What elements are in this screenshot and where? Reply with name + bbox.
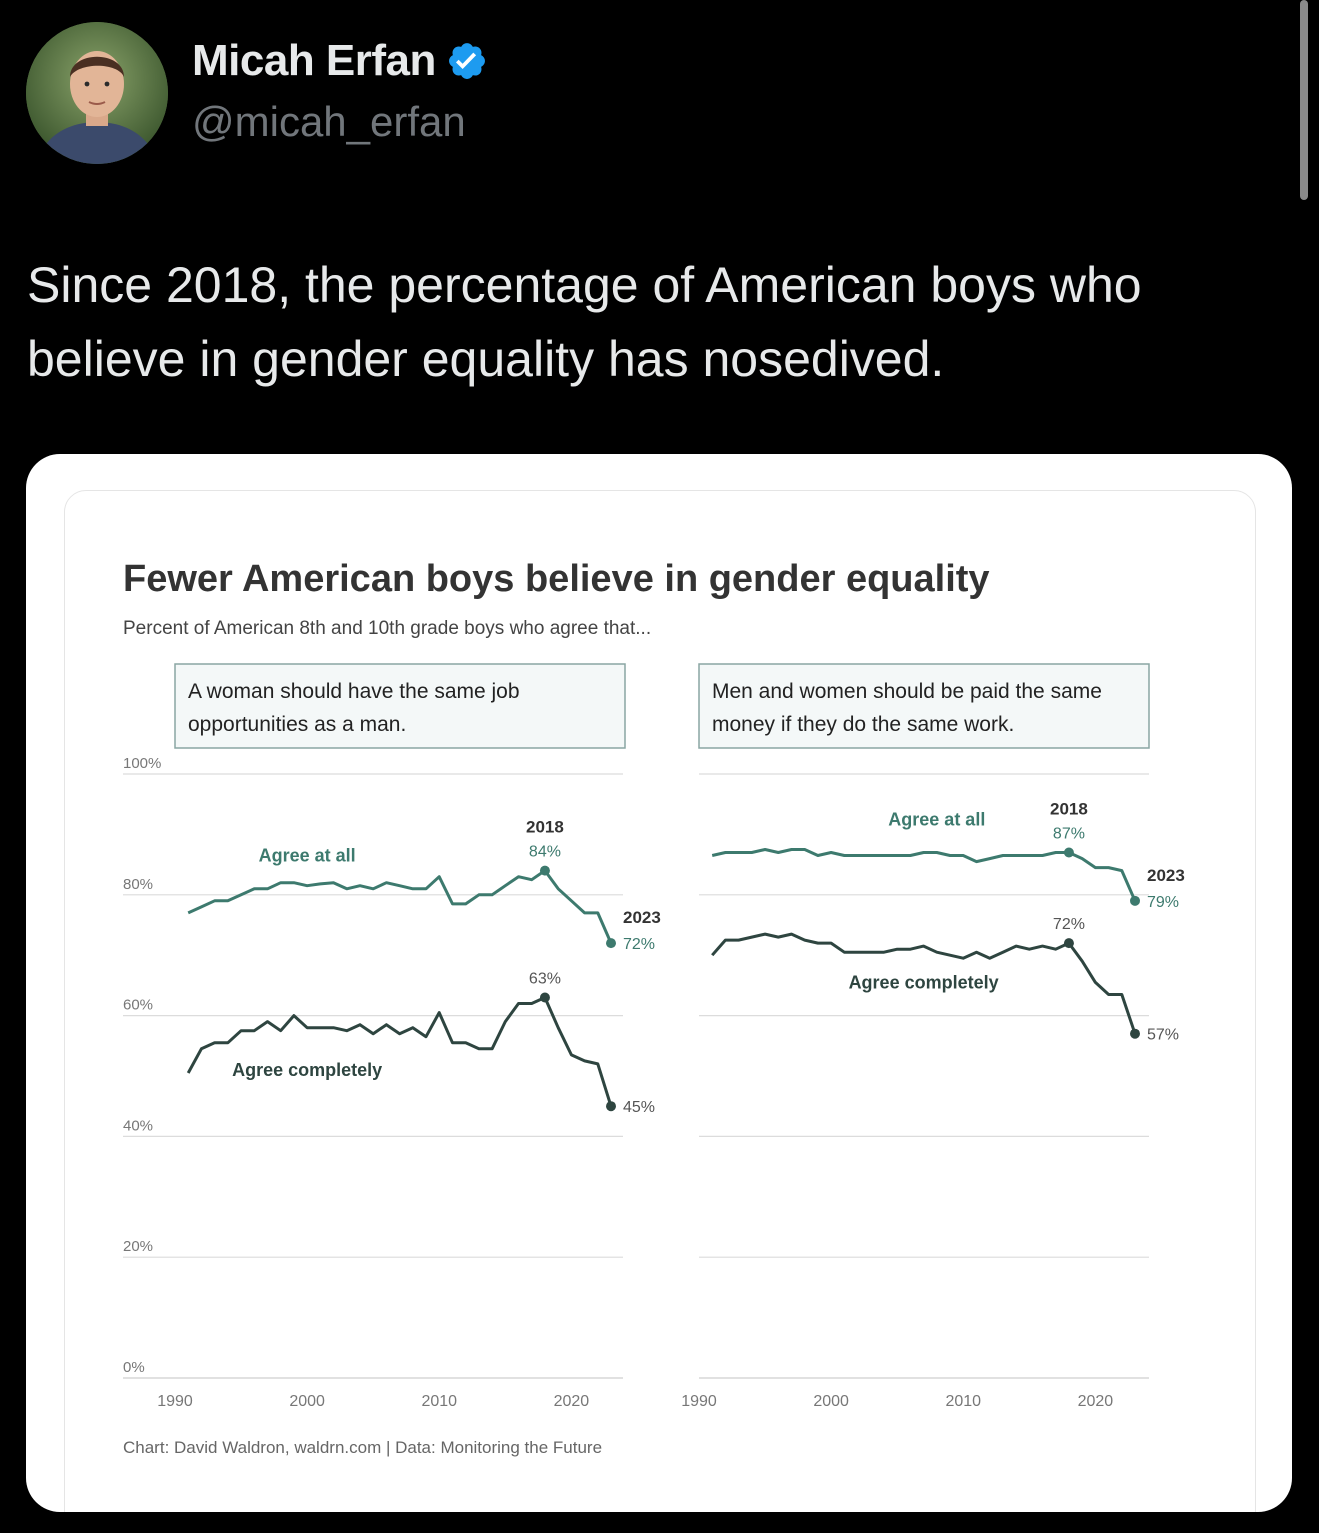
series-line-agree-completely [186, 996, 613, 1107]
data-point-2018 [539, 865, 550, 876]
x-tick-label: 1990 [681, 1393, 717, 1410]
verified-badge-icon [448, 43, 485, 79]
data-point-2023 [1130, 1028, 1140, 1039]
question-text: Men and women should be paid the same mon… [712, 680, 1102, 736]
question-box [698, 663, 1150, 749]
y-tick-label: 20% [123, 1238, 153, 1255]
series-label: Agree at all [888, 809, 985, 829]
chart-subtitle: Percent of American 8th and 10th grade b… [123, 618, 651, 639]
data-point-2018 [1063, 847, 1074, 858]
y-tick-label: 40% [123, 1117, 153, 1134]
y-tick-label: 60% [123, 997, 153, 1014]
y-tick-label: 100% [123, 755, 161, 772]
chart-title: Fewer American boys believe in gender eq… [123, 558, 990, 600]
x-tick-label: 2010 [421, 1393, 457, 1410]
question-box [174, 663, 626, 749]
x-tick-label: 1990 [157, 1393, 193, 1410]
x-tick-label: 2020 [1078, 1393, 1114, 1410]
series-line-agree-at-all [711, 848, 1137, 902]
y-tick-label: 80% [123, 876, 153, 893]
annotation-value: 45% [623, 1099, 655, 1116]
annotation-value: 72% [623, 936, 655, 953]
avatar[interactable] [26, 22, 168, 164]
data-point-2018 [1063, 938, 1074, 949]
x-tick-label: 2020 [554, 1393, 590, 1410]
tweet-text: Since 2018, the percentage of American b… [27, 257, 1142, 387]
series-line-agree-at-all [187, 869, 613, 944]
data-point-2023 [1130, 895, 1140, 906]
data-point-2018 [539, 992, 550, 1003]
tweet-media-image[interactable]: Fewer American boys believe in gender eq… [26, 454, 1292, 1512]
annotation-value: 72% [1053, 916, 1085, 933]
annotation-year: 2023 [623, 908, 661, 927]
author-name[interactable]: Micah Erfan [192, 36, 436, 85]
chart-card: Fewer American boys believe in gender eq… [64, 490, 1256, 1512]
data-point-2023 [606, 938, 616, 949]
series-label: Agree completely [232, 1060, 382, 1080]
author-name-row[interactable]: Micah Erfan [192, 36, 488, 86]
x-tick-label: 2000 [289, 1393, 325, 1410]
annotation-value: 79% [1147, 894, 1179, 911]
y-tick-label: 0% [123, 1359, 145, 1376]
annotation-year: 2018 [526, 818, 564, 837]
avatar-image [26, 22, 168, 164]
annotation-year: 2023 [1147, 866, 1185, 885]
data-point-2023 [606, 1101, 616, 1112]
chart-source: Chart: David Waldron, waldrn.com | Data:… [123, 1438, 602, 1457]
annotation-value: 84% [529, 844, 561, 861]
series-label: Agree completely [849, 972, 999, 992]
author-handle[interactable]: @micah_erfan [192, 98, 466, 145]
annotation-value: 63% [529, 970, 561, 987]
x-tick-label: 2000 [813, 1393, 849, 1410]
chart: Fewer American boys believe in gender eq… [123, 558, 1185, 1457]
x-tick-label: 2010 [945, 1393, 981, 1410]
annotation-value: 87% [1053, 826, 1085, 843]
scrollbar[interactable] [1300, 0, 1308, 200]
question-text: A woman should have the same job opportun… [188, 680, 520, 736]
series-label: Agree at all [259, 846, 356, 866]
annotation-year: 2018 [1050, 800, 1088, 819]
annotation-value: 57% [1147, 1027, 1179, 1044]
